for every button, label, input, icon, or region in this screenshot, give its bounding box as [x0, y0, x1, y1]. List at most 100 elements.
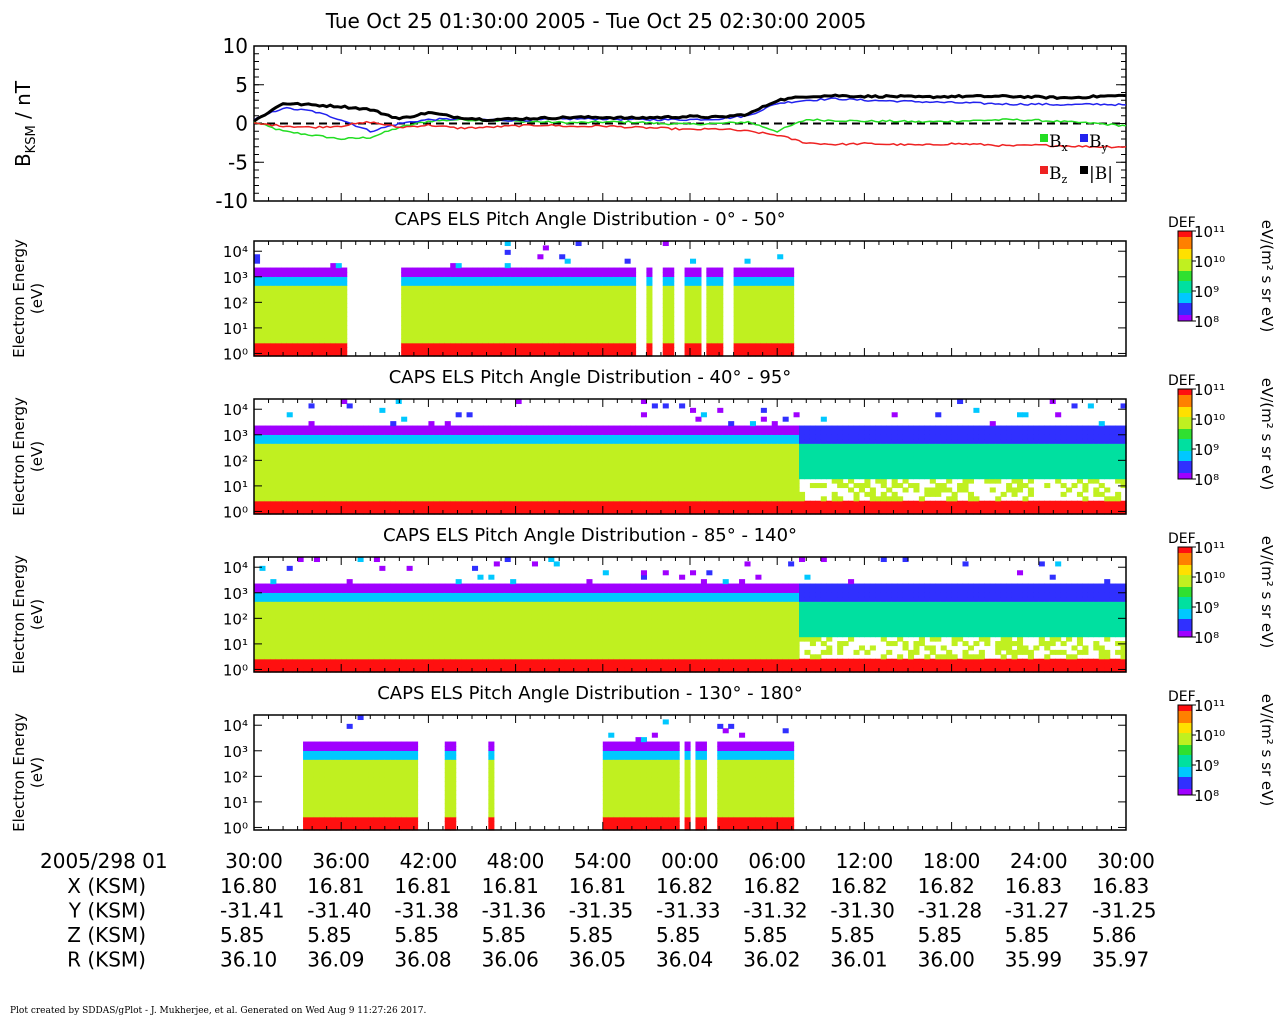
spectrogram-cell	[570, 294, 577, 300]
spectrogram-cell	[341, 443, 348, 449]
spectrogram-cell	[493, 491, 500, 497]
spectrogram-cell	[341, 478, 348, 484]
spectrogram-cell	[303, 271, 310, 277]
spectrogram-panel-1: CAPS ELS Pitch Angle Distribution - 0° -…	[10, 209, 1276, 363]
spectrogram-cell	[482, 483, 489, 489]
spectrogram-cell	[450, 478, 457, 484]
spectrogram-cell	[428, 289, 435, 295]
spectrogram-cell	[864, 469, 871, 475]
spectrogram-cell	[406, 320, 413, 326]
spectrogram-cell	[493, 509, 500, 515]
spectrogram-cell	[472, 351, 479, 357]
spectrogram-cell	[542, 460, 549, 466]
spectrogram-cell	[254, 289, 261, 295]
spectrogram-cell	[891, 483, 898, 489]
spectrogram-cell	[858, 456, 865, 462]
spectrogram-cell	[902, 438, 909, 444]
spectrogram-cell	[526, 276, 533, 282]
spectrogram-cell	[297, 307, 304, 313]
spectrogram-cell	[559, 276, 566, 282]
spectrogram-cell	[559, 329, 566, 335]
spectrogram-cell	[929, 438, 936, 444]
spectrogram-cell	[831, 509, 838, 515]
spectrogram-cell	[526, 311, 533, 317]
spectrogram-cell	[891, 438, 898, 444]
spectrogram-cell	[488, 429, 495, 435]
spectrogram-cell	[472, 474, 479, 480]
spectrogram-cell	[760, 289, 767, 295]
spectrogram-cell	[417, 285, 424, 291]
spectrogram-cell	[324, 320, 331, 326]
spectrogram-cell	[1038, 505, 1045, 511]
colorbar-segment	[1178, 265, 1192, 268]
spectrogram-cell	[978, 438, 985, 444]
spectrogram-cell	[515, 267, 522, 273]
spectrogram-cell	[1071, 456, 1078, 462]
spectrogram-cell	[755, 342, 762, 348]
spectrogram-cell	[760, 298, 767, 304]
spectrogram-cell	[493, 438, 500, 444]
spectrogram-cell	[313, 294, 320, 300]
spectrogram-cell	[760, 302, 767, 308]
spectrogram-cell	[640, 438, 647, 444]
spectrogram-cell	[989, 425, 996, 431]
spectrogram-cell	[722, 460, 729, 466]
spectrogram-cell	[793, 509, 800, 515]
spectrogram-cell	[946, 465, 953, 471]
spectrogram-cell	[646, 307, 653, 313]
spectrogram-cell	[559, 447, 566, 453]
spectrogram-cell	[608, 267, 615, 273]
spectrogram-cell	[390, 443, 397, 449]
spectrogram-cell	[270, 456, 277, 462]
spectrogram-cell	[330, 351, 337, 357]
spectrogram-cell	[444, 505, 451, 511]
spectrogram-cell	[499, 447, 506, 453]
spectrogram-cell	[624, 443, 631, 449]
spectrogram-cell	[477, 491, 484, 497]
spectrogram-cell	[275, 505, 282, 511]
spectrogram-cell	[455, 491, 462, 497]
spectrogram-cell	[401, 478, 408, 484]
spectrogram-cell	[711, 298, 718, 304]
spectrogram-cell	[940, 425, 947, 431]
spectrogram-cell	[978, 474, 985, 480]
spectrogram-cell	[493, 478, 500, 484]
spectrogram-cell	[613, 429, 620, 435]
spectrogram-cell	[406, 325, 413, 331]
spectrogram-cell	[744, 342, 751, 348]
spectrogram-cell	[433, 351, 440, 357]
spectrogram-cell	[531, 311, 538, 317]
spectrogram-cell	[717, 311, 724, 317]
spectrogram-cell	[526, 285, 533, 291]
spectrogram-cell	[646, 347, 653, 353]
spectrogram-cell	[706, 460, 713, 466]
spectrogram-cell	[1098, 456, 1105, 462]
spectrogram-cell	[929, 447, 936, 453]
spectrogram-cell	[303, 465, 310, 471]
spectrogram-cell	[619, 280, 626, 286]
spectrogram-cell	[450, 307, 457, 313]
spectrogram-cell	[270, 325, 277, 331]
spectrogram-cell	[733, 267, 740, 273]
spectrogram-cell	[690, 487, 697, 493]
spectrogram-cell	[711, 276, 718, 282]
spectrogram-cell	[357, 429, 364, 435]
spectrogram-cell	[728, 447, 735, 453]
spectrogram-cell	[422, 294, 429, 300]
spectrogram-cell	[908, 456, 915, 462]
spectrogram-cell	[744, 347, 751, 353]
spectrogram-cell	[395, 438, 402, 444]
spectrogram-cell	[1098, 483, 1105, 489]
spectrogram-cell	[570, 469, 577, 475]
spectrogram-cell	[264, 460, 271, 466]
spectrogram-cell	[439, 460, 446, 466]
spectrogram-cell	[717, 478, 724, 484]
spectrogram-cell	[1049, 500, 1056, 506]
spectrogram-cell	[515, 469, 522, 475]
spectrogram-cell	[270, 338, 277, 344]
spectrogram-cell	[891, 474, 898, 480]
colorbar-tick-label: 10¹¹	[1194, 223, 1225, 241]
spectrogram-cell	[799, 443, 806, 449]
spectrogram-cell	[444, 434, 451, 440]
spectrogram-cell	[482, 285, 489, 291]
